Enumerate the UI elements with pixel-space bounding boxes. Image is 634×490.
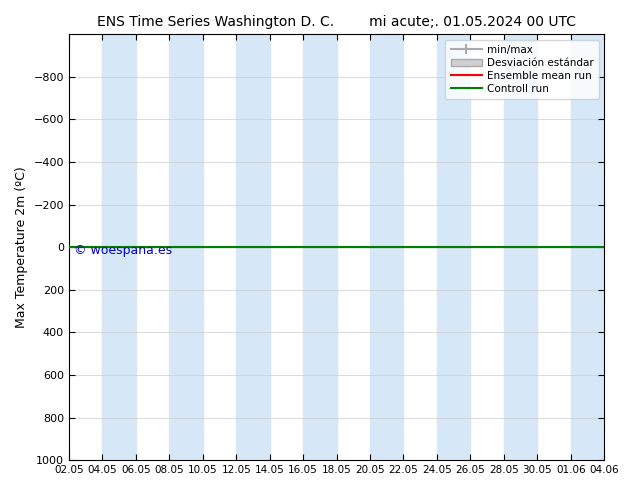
Bar xyxy=(236,34,269,460)
Bar xyxy=(303,34,337,460)
Bar xyxy=(504,34,537,460)
Title: ENS Time Series Washington D. C.        mi acute;. 01.05.2024 00 UTC: ENS Time Series Washington D. C. mi acut… xyxy=(97,15,576,29)
Bar xyxy=(370,34,403,460)
Text: © woespana.es: © woespana.es xyxy=(74,244,172,257)
Bar xyxy=(571,34,604,460)
Y-axis label: Max Temperature 2m (ºC): Max Temperature 2m (ºC) xyxy=(15,167,28,328)
Legend: min/max, Desviación estándar, Ensemble mean run, Controll run: min/max, Desviación estándar, Ensemble m… xyxy=(445,40,599,99)
Bar xyxy=(169,34,203,460)
Bar xyxy=(437,34,470,460)
Bar xyxy=(102,34,136,460)
